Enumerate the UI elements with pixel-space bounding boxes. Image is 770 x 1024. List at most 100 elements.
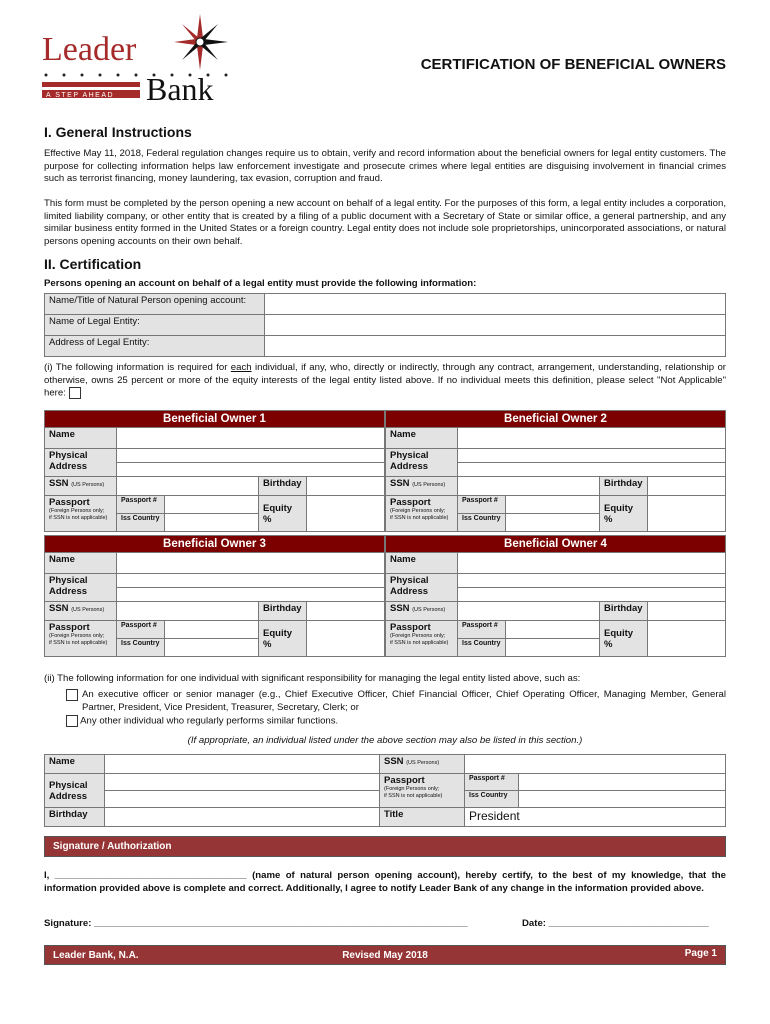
owner-3-equity-label: Equity % xyxy=(258,620,307,657)
entity-address-input[interactable] xyxy=(264,335,726,357)
owner-2-iss-country-label: Iss Country xyxy=(457,513,506,532)
owner-1-birthday-input[interactable] xyxy=(306,476,385,496)
cp-title-input[interactable]: President xyxy=(464,807,726,827)
cp-iss-country-input[interactable] xyxy=(518,790,726,808)
footer-page: Page 1 xyxy=(684,948,717,959)
owner-4-passport-label: Passport xyxy=(390,622,431,633)
cp-name-label: Name xyxy=(44,754,105,774)
owner-3-name-input[interactable] xyxy=(116,552,385,574)
owner-4-birthday-input[interactable] xyxy=(647,601,726,621)
legal-entity-input[interactable] xyxy=(264,314,726,336)
owner-4-table: Beneficial Owner 4 Name Physical Address… xyxy=(385,535,726,657)
cp-title-label: Title xyxy=(379,807,465,827)
owner-2-address-label: Physical Address xyxy=(385,448,458,477)
owner-3-table: Beneficial Owner 3 Name Physical Address… xyxy=(44,535,385,657)
owner-2-name-input[interactable] xyxy=(457,427,726,449)
owner-1-equity-input[interactable] xyxy=(306,495,385,532)
owner-2-address-input-1[interactable] xyxy=(457,448,726,463)
owner-2-name-label: Name xyxy=(385,427,458,449)
owner-3-passport-note-1: (Foreign Persons only; xyxy=(49,633,105,639)
owner-3-address-input-1[interactable] xyxy=(116,573,385,588)
owner-2-ssn-label: SSN xyxy=(390,478,410,489)
cp-address-input-2[interactable] xyxy=(104,790,380,808)
owner-1-table: Beneficial Owner 1 Name Physical Address… xyxy=(44,410,385,532)
cp-iss-country-label: Iss Country xyxy=(464,790,519,808)
owner-1-iss-country-input[interactable] xyxy=(164,513,259,532)
cp-address-input-1[interactable] xyxy=(104,773,380,791)
owner-2-passport-no-label: Passport # xyxy=(457,495,506,514)
owner-3-header: Beneficial Owner 3 xyxy=(44,535,385,553)
cp-ssn-input[interactable] xyxy=(464,754,726,774)
owner-3-ssn-label: SSN xyxy=(49,603,69,614)
cp-name-input[interactable] xyxy=(104,754,380,774)
owner-4-passport-no-input[interactable] xyxy=(505,620,600,639)
not-applicable-checkbox[interactable] xyxy=(68,387,81,399)
owner-3-iss-country-input[interactable] xyxy=(164,638,259,657)
part-ii-option-1: An executive officer or senior manager (… xyxy=(44,689,726,714)
footer-bank-name: Leader Bank, N.A. xyxy=(53,950,139,961)
part-i-a: (i) The following information is require… xyxy=(44,362,231,373)
owner-4-address-input-1[interactable] xyxy=(457,573,726,588)
owner-4-iss-country-input[interactable] xyxy=(505,638,600,657)
owner-1-address-label: Physical Address xyxy=(44,448,117,477)
owner-1-equity-label: Equity % xyxy=(258,495,307,532)
cp-birthday-input[interactable] xyxy=(104,807,380,827)
date-line[interactable]: Date: ______________________________ xyxy=(522,918,709,929)
owner-2-birthday-input[interactable] xyxy=(647,476,726,496)
owner-1-name-input[interactable] xyxy=(116,427,385,449)
label-natural-person: Name/Title of Natural Person opening acc… xyxy=(44,293,265,315)
option-1-checkbox[interactable] xyxy=(66,689,78,701)
cp-passport-no-input[interactable] xyxy=(518,773,726,791)
owner-3-name-label: Name xyxy=(44,552,117,574)
cp-address-label: Physical Address xyxy=(44,773,105,808)
natural-person-input[interactable] xyxy=(264,293,726,315)
part-ii-option-2: Any other individual who regularly perfo… xyxy=(44,715,726,728)
owner-4-ssn-input[interactable] xyxy=(457,601,600,621)
owner-1-passport-note-1: (Foreign Persons only; xyxy=(49,508,105,514)
label-legal-entity: Name of Legal Entity: xyxy=(44,314,265,336)
owner-4-address-input-2[interactable] xyxy=(457,587,726,602)
owner-3-equity-input[interactable] xyxy=(306,620,385,657)
owner-2-ssn-input[interactable] xyxy=(457,476,600,496)
owner-3-address-input-2[interactable] xyxy=(116,587,385,602)
owner-1-address-input-1[interactable] xyxy=(116,448,385,463)
owner-4-birthday-label: Birthday xyxy=(599,601,648,621)
signature-line[interactable]: Signature: _____________________________… xyxy=(44,918,468,929)
owner-3-passport-no-input[interactable] xyxy=(164,620,259,639)
owner-4-name-label: Name xyxy=(385,552,458,574)
owner-2-address-input-2[interactable] xyxy=(457,462,726,477)
owner-1-birthday-label: Birthday xyxy=(258,476,307,496)
owner-2-passport-no-input[interactable] xyxy=(505,495,600,514)
owner-4-ssn-label: SSN xyxy=(390,603,410,614)
svg-text:Bank: Bank xyxy=(146,71,214,102)
certification-statement: I, ____________________________________ … xyxy=(44,870,726,894)
option-2-checkbox[interactable] xyxy=(66,715,78,727)
owner-4-ssn-note: (US Persons) xyxy=(412,607,446,613)
owner-3-ssn-input[interactable] xyxy=(116,601,259,621)
instructions-paragraph-2: This form must be completed by the perso… xyxy=(44,198,726,247)
owner-2-equity-input[interactable] xyxy=(647,495,726,532)
owner-1-address-input-2[interactable] xyxy=(116,462,385,477)
cp-birthday-label: Birthday xyxy=(44,807,105,827)
owner-3-passport-label: Passport xyxy=(49,622,90,633)
owner-2-equity-label: Equity % xyxy=(599,495,648,532)
svg-text:Leader: Leader xyxy=(42,31,137,68)
owner-4-iss-country-label: Iss Country xyxy=(457,638,506,657)
owner-3-birthday-input[interactable] xyxy=(306,601,385,621)
owner-4-name-input[interactable] xyxy=(457,552,726,574)
owner-1-passport-no-label: Passport # xyxy=(116,495,165,514)
owner-3-passport-note-2: if SSN is not applicable) xyxy=(49,640,108,646)
owner-2-passport-note-1: (Foreign Persons only; xyxy=(390,508,446,514)
cp-ssn-label: SSN xyxy=(384,756,404,767)
owner-1-ssn-input[interactable] xyxy=(116,476,259,496)
owner-3-iss-country-label: Iss Country xyxy=(116,638,165,657)
owner-4-equity-input[interactable] xyxy=(647,620,726,657)
instructions-paragraph-1: Effective May 11, 2018, Federal regulati… xyxy=(44,148,726,184)
part-ii-intro: (ii) The following information for one i… xyxy=(44,673,581,684)
svg-text:A STEP AHEAD: A STEP AHEAD xyxy=(46,92,114,99)
signature-band: Signature / Authorization xyxy=(44,836,726,857)
owner-2-iss-country-input[interactable] xyxy=(505,513,600,532)
owner-1-passport-no-input[interactable] xyxy=(164,495,259,514)
owner-1-passport-label: Passport xyxy=(49,497,90,508)
footer-revised: Revised May 2018 xyxy=(342,950,428,961)
